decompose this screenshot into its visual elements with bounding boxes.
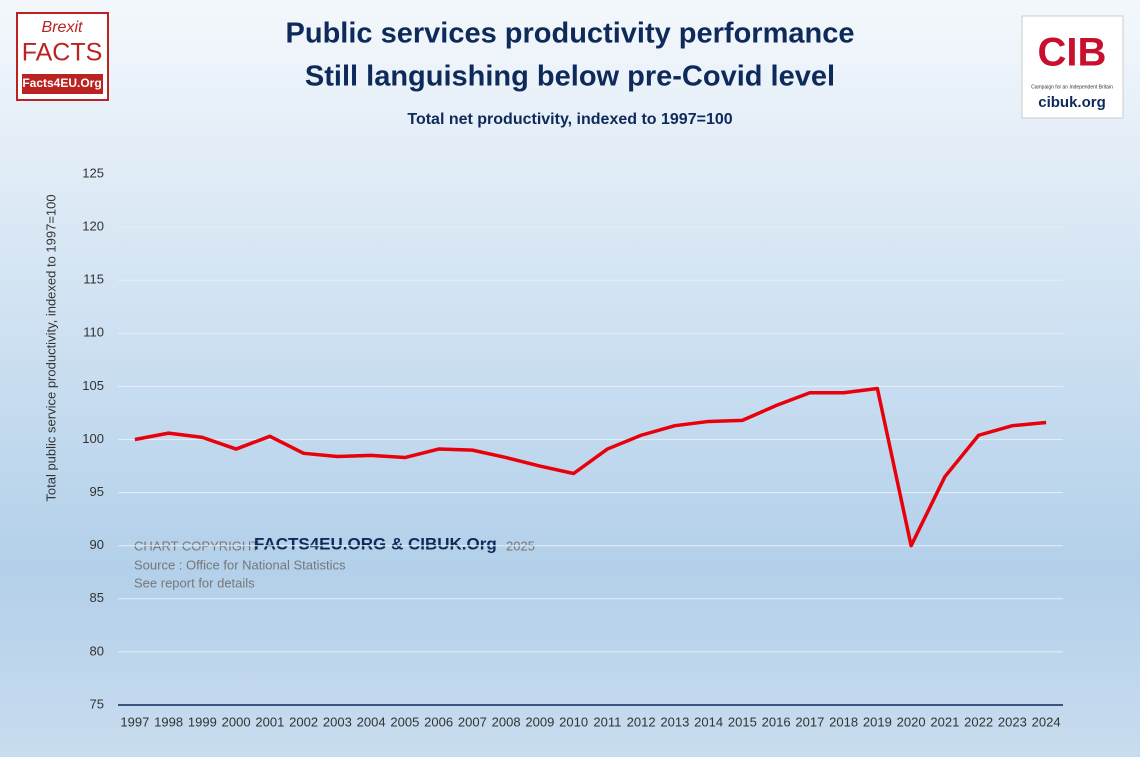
y-axis-label: Total public service productivity, index… bbox=[43, 194, 58, 501]
y-tick-label: 100 bbox=[82, 431, 104, 446]
x-tick-label: 2008 bbox=[492, 714, 521, 729]
logo-text: FACTS bbox=[22, 39, 103, 67]
y-tick-label: 110 bbox=[83, 325, 104, 340]
x-tick-label: 2005 bbox=[390, 714, 419, 729]
x-tick-label: 2002 bbox=[289, 714, 318, 729]
logo-text: Campaign for an Independent Britain bbox=[1031, 84, 1113, 90]
annotation: Source : Office for National Statistics bbox=[134, 557, 346, 572]
data-line bbox=[134, 386, 1047, 548]
x-tick-label: 1997 bbox=[120, 714, 149, 729]
x-tick-label: 2009 bbox=[525, 714, 554, 729]
x-tick-label: 2017 bbox=[795, 714, 824, 729]
x-tick-label: 2021 bbox=[930, 714, 959, 729]
y-tick-label: 105 bbox=[82, 378, 104, 393]
annotation: See report for details bbox=[134, 575, 255, 590]
y-tick-label: 90 bbox=[90, 537, 104, 552]
logo-right bbox=[1021, 15, 1124, 119]
x-tick-label: 2016 bbox=[762, 714, 791, 729]
logo-text: Brexit bbox=[42, 19, 83, 36]
y-tick-label: 120 bbox=[82, 219, 104, 234]
x-tick-label: 2024 bbox=[1032, 714, 1061, 729]
x-tick-label: 2007 bbox=[458, 714, 487, 729]
y-tick-label: 115 bbox=[83, 272, 104, 287]
y-tick-label: 75 bbox=[90, 696, 104, 711]
x-tick-label: 2012 bbox=[627, 714, 656, 729]
x-tick-label: 2018 bbox=[829, 714, 858, 729]
x-tick-label: 2011 bbox=[593, 714, 621, 729]
x-tick-label: 2010 bbox=[559, 714, 588, 729]
y-tick-label: 95 bbox=[90, 484, 104, 499]
x-tick-label: 2023 bbox=[998, 714, 1027, 729]
y-tick-label: 80 bbox=[90, 643, 104, 658]
x-tick-label: 2006 bbox=[424, 714, 453, 729]
x-tick-label: 2013 bbox=[660, 714, 689, 729]
x-tick-label: 2014 bbox=[694, 714, 723, 729]
logo-text: CIB bbox=[1038, 31, 1107, 75]
x-tick-label: 2019 bbox=[863, 714, 892, 729]
y-tick-label: 125 bbox=[82, 165, 104, 180]
x-tick-label: 2000 bbox=[222, 714, 251, 729]
chart-title: Public services productivity performance bbox=[286, 18, 855, 50]
x-tick-label: 2015 bbox=[728, 714, 757, 729]
x-tick-label: 2022 bbox=[964, 714, 993, 729]
logo-text: cibuk.org bbox=[1038, 94, 1106, 111]
y-tick-label: 85 bbox=[90, 590, 104, 605]
chart-subtitle: Total net productivity, indexed to 1997=… bbox=[407, 111, 732, 128]
x-tick-label: 1998 bbox=[154, 714, 183, 729]
x-tick-label: 2020 bbox=[897, 714, 926, 729]
chart-title: Still languishing below pre-Covid level bbox=[305, 61, 835, 93]
logo-text: Facts4EU.Org bbox=[22, 76, 101, 90]
annotation: FACTS4EU.ORG & CIBUK.Org bbox=[254, 534, 497, 553]
x-tick-label: 2004 bbox=[357, 714, 386, 729]
x-tick-label: 1999 bbox=[188, 714, 217, 729]
logo-band bbox=[22, 74, 103, 94]
x-tick-label: 2001 bbox=[255, 714, 284, 729]
x-tick-label: 2003 bbox=[323, 714, 352, 729]
